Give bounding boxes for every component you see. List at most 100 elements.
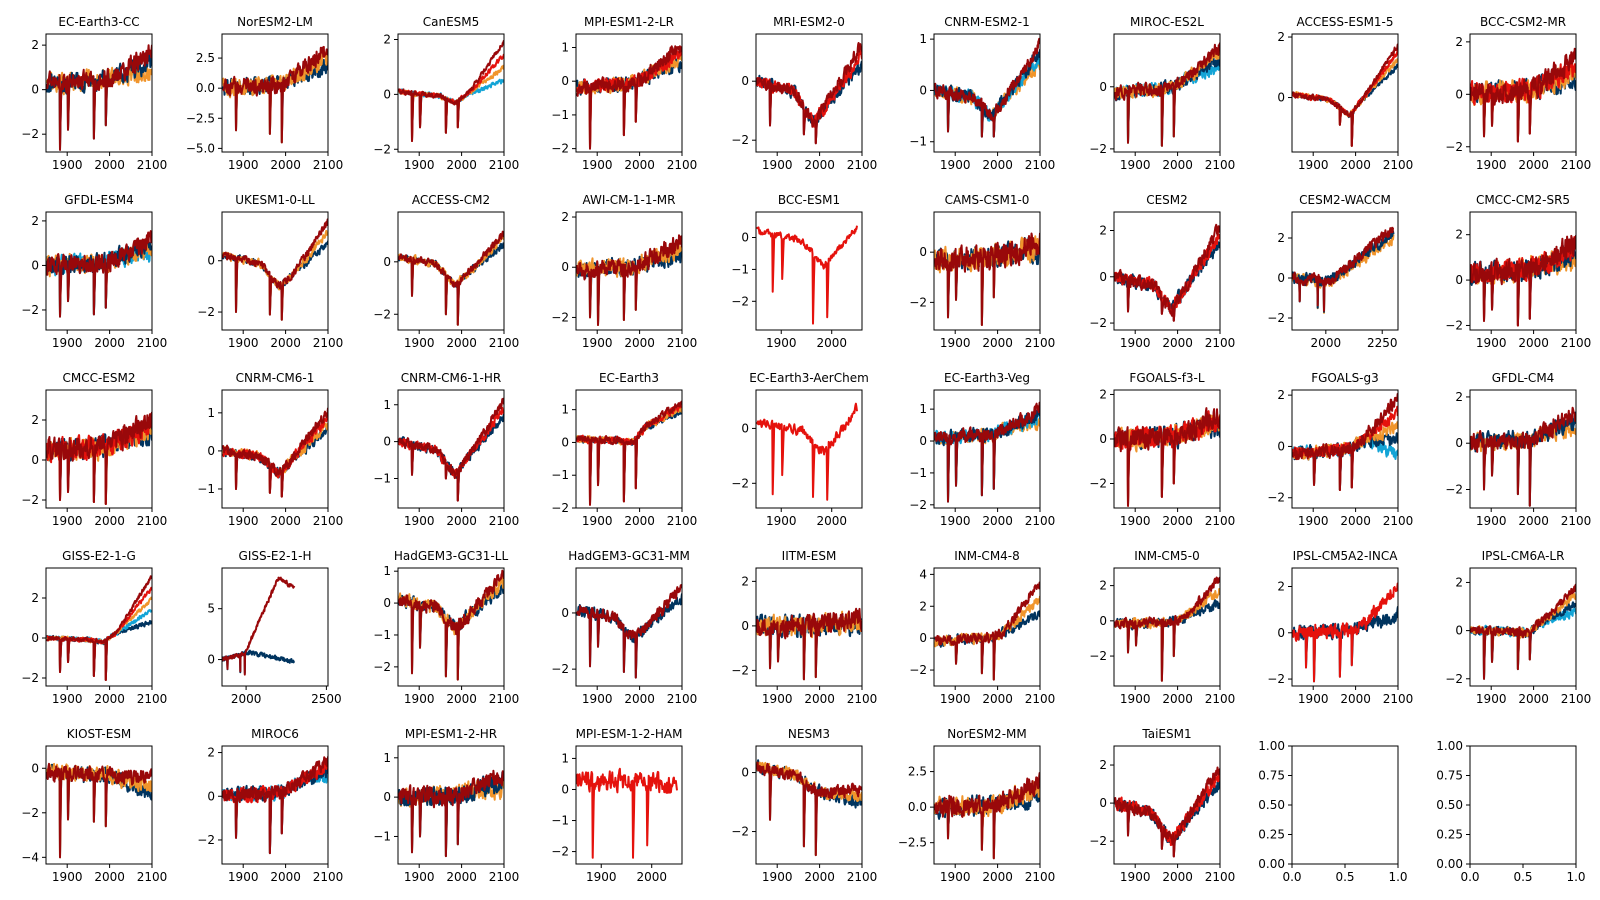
y-tick-label: 0 — [1277, 271, 1285, 285]
y-tick-label: 0 — [561, 435, 569, 449]
subplot-title: IPSL-CM5A2-INCA — [1293, 549, 1399, 563]
subplot: CMCC-ESM2 1900 2000 2100 −2 0 2 — [21, 371, 167, 528]
subplot: ACCESS-ESM1-5 1900 2000 2100 0 2 — [1277, 15, 1413, 172]
x-tick-label: 2000 — [446, 514, 477, 528]
series-line-scenario_e — [398, 769, 504, 858]
y-tick-label: 2 — [1455, 575, 1463, 589]
subplot-title: CanESM5 — [423, 15, 480, 29]
series-line-scenario_b — [1470, 607, 1576, 680]
subplot-title: INM-CM4-8 — [954, 549, 1020, 563]
y-tick-label: −2 — [21, 127, 39, 141]
x-tick-label: 2100 — [667, 514, 698, 528]
axes-frame — [1291, 745, 1399, 865]
x-tick-label: 2000 — [1518, 158, 1549, 172]
subplot: CNRM-CM6-1-HR 1900 2000 2100 −1 0 1 — [373, 371, 519, 528]
x-tick-label: 1900 — [52, 158, 83, 172]
subplot: FGOALS-g3 1900 2000 2100 −2 0 2 — [1267, 371, 1413, 528]
x-tick-label: 1900 — [1476, 336, 1507, 350]
x-tick-label: 1900 — [766, 514, 797, 528]
y-tick-label: −2 — [1445, 672, 1463, 686]
y-tick-label: −2 — [1267, 491, 1285, 505]
y-tick-label: 0.00 — [1258, 857, 1285, 871]
subplot: INM-CM4-8 1900 2000 2100 −2 0 2 4 — [909, 549, 1055, 706]
y-tick-label: 0 — [741, 231, 749, 245]
x-tick-label: 2100 — [489, 158, 520, 172]
y-tick-label: −2 — [731, 133, 749, 147]
axes-frame — [755, 745, 863, 865]
y-tick-label: 0.25 — [1436, 828, 1463, 842]
subplot-title: ACCESS-CM2 — [412, 193, 490, 207]
x-tick-label: 2100 — [489, 692, 520, 706]
y-tick-label: −1 — [551, 108, 569, 122]
y-tick-label: −5.0 — [186, 141, 215, 155]
y-tick-label: −2 — [373, 660, 391, 674]
x-tick-label: 1900 — [228, 514, 259, 528]
y-tick-label: −2 — [1089, 142, 1107, 156]
x-tick-label: 1900 — [1476, 158, 1507, 172]
y-tick-label: −1 — [373, 472, 391, 486]
y-tick-label: 2 — [1277, 580, 1285, 594]
axes-frame — [45, 745, 153, 865]
x-tick-label: 1900 — [1298, 158, 1329, 172]
series-line-scenario_d — [1292, 49, 1398, 147]
y-tick-label: 0 — [741, 619, 749, 633]
subplot-title: MIROC-ES2L — [1130, 15, 1204, 29]
y-tick-label: 0 — [561, 260, 569, 274]
series-line-scenario_e — [934, 772, 1040, 860]
x-tick-label: 1900 — [404, 158, 435, 172]
x-tick-label: 1.0 — [1566, 870, 1585, 884]
subplot-title: NorESM2-LM — [237, 15, 313, 29]
x-tick-label: 1900 — [1120, 692, 1151, 706]
x-tick-label: 2100 — [1561, 336, 1592, 350]
y-tick-label: 0 — [31, 258, 39, 272]
y-tick-label: −2 — [21, 303, 39, 317]
y-tick-label: 0 — [31, 453, 39, 467]
subplot: MIROC-ES2L 1900 2000 2100 −2 0 — [1089, 15, 1235, 172]
y-tick-label: −1 — [373, 628, 391, 642]
series-line-scenario_e — [222, 756, 328, 855]
y-tick-label: 0 — [919, 434, 927, 448]
axes-frame — [1291, 567, 1399, 687]
series-line-scenario_e — [934, 401, 1040, 503]
subplot-title: CESM2 — [1146, 193, 1188, 207]
axes-frame — [575, 211, 683, 331]
series-line-scenario_e — [756, 761, 862, 857]
x-tick-label: 2100 — [313, 336, 344, 350]
axes-frame — [755, 389, 863, 509]
y-tick-label: −2 — [373, 307, 391, 321]
y-tick-label: −2.5 — [898, 836, 927, 850]
y-tick-label: −2 — [373, 142, 391, 156]
subplot: MRI-ESM2-0 1900 2000 2100 −2 0 — [731, 15, 877, 172]
y-tick-label: −2 — [731, 825, 749, 839]
y-tick-label: 0 — [1099, 614, 1107, 628]
x-tick-label: 2100 — [1025, 870, 1056, 884]
x-tick-label: 2100 — [1025, 692, 1056, 706]
x-tick-label: 2000 — [1162, 514, 1193, 528]
x-tick-label: 2100 — [1205, 336, 1236, 350]
x-tick-label: 0.0 — [1282, 870, 1301, 884]
y-tick-label: −2 — [731, 294, 749, 308]
subplot: CAMS-CSM1-0 1900 2000 2100 −2 0 — [909, 193, 1055, 350]
series-line-scenario_e — [1114, 407, 1220, 507]
series-line-scenario_a — [576, 408, 682, 506]
subplot-title: EC-Earth3-Veg — [944, 371, 1030, 385]
subplot: GFDL-ESM4 1900 2000 2100 −2 0 2 — [21, 193, 167, 350]
y-tick-label: 0 — [561, 74, 569, 88]
y-tick-label: −2 — [551, 142, 569, 156]
y-tick-label: 2 — [31, 591, 39, 605]
subplot: EC-Earth3-CC 1900 2000 2100 −2 0 2 — [21, 15, 167, 172]
axes-frame — [221, 389, 329, 509]
axes-frame — [45, 389, 153, 509]
subplot: MPI-ESM1-2-LR 1900 2000 2100 −2 −1 0 1 — [551, 15, 697, 172]
x-tick-label: 2000 — [94, 336, 125, 350]
subplot-title: CAMS-CSM1-0 — [945, 193, 1030, 207]
y-tick-label: −2 — [1089, 649, 1107, 663]
series-line-scenario_a — [1470, 601, 1576, 680]
x-tick-label: 2100 — [847, 692, 878, 706]
subplot-title: UKESM1-0-LL — [235, 193, 315, 207]
subplot: TaiESM1 1900 2000 2100 −2 0 2 — [1089, 727, 1235, 884]
axes-frame — [575, 745, 683, 865]
x-tick-label: 0.5 — [1513, 870, 1532, 884]
series-line-scenario_c — [1114, 588, 1220, 682]
y-tick-label: 0.50 — [1258, 798, 1285, 812]
